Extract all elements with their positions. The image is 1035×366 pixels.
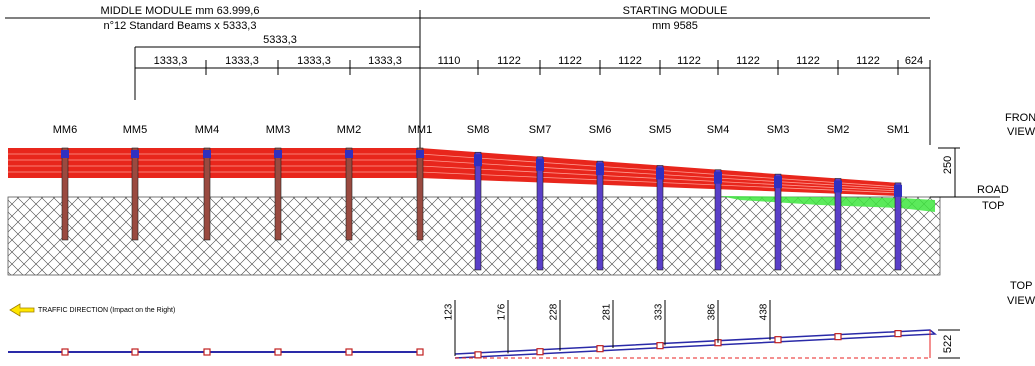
ground xyxy=(8,197,940,275)
post-bracket xyxy=(474,154,482,166)
span-label: 1122 xyxy=(497,55,521,67)
post-label: MM4 xyxy=(195,124,219,136)
post-top xyxy=(275,349,281,355)
front-view: FRONT xyxy=(1005,112,1035,124)
post-bracket xyxy=(536,159,544,171)
span-label: 624 xyxy=(905,55,923,67)
drawing: MIDDLE MODULE mm 63.999,6 n°12 Standard … xyxy=(0,0,1035,366)
span-label: 1110 xyxy=(438,55,461,67)
offset-label: 386 xyxy=(707,303,718,320)
post-label: SM2 xyxy=(827,124,850,136)
post-bracket xyxy=(656,168,664,180)
offset-label: 123 xyxy=(444,303,455,320)
post xyxy=(775,174,781,270)
post-bracket xyxy=(894,185,902,197)
offset-label: 438 xyxy=(759,303,770,320)
post xyxy=(62,148,68,240)
post-top xyxy=(775,337,781,343)
post-bracket xyxy=(774,176,782,188)
span-label: 1122 xyxy=(677,55,701,67)
post-bracket xyxy=(61,150,69,158)
span-label: 1122 xyxy=(558,55,582,67)
traffic-direction: TRAFFIC DIRECTION (Impact on the Right) xyxy=(38,307,175,314)
span-label: 1122 xyxy=(618,55,642,67)
top-view: VIEW xyxy=(1007,295,1035,307)
road-top: TOP xyxy=(982,200,1004,212)
post-top xyxy=(835,334,841,340)
post-top xyxy=(597,346,603,352)
post-label: SM3 xyxy=(767,124,790,136)
post-top xyxy=(417,349,423,355)
post-label: MM2 xyxy=(337,124,361,136)
post xyxy=(275,148,281,240)
post-top xyxy=(895,331,901,337)
post-bracket xyxy=(203,150,211,158)
post xyxy=(204,148,210,240)
post-label: SM1 xyxy=(887,124,910,136)
post-label: SM8 xyxy=(467,124,490,136)
post xyxy=(346,148,352,240)
middle-subtitle: n°12 Standard Beams x 5333,3 xyxy=(103,20,256,32)
top-view: TOP xyxy=(1010,280,1032,292)
span-label: 1333,3 xyxy=(368,55,402,67)
middle-total: 5333,3 xyxy=(263,34,297,46)
post-label: MM6 xyxy=(53,124,77,136)
post-label: SM7 xyxy=(529,124,552,136)
post xyxy=(715,170,721,270)
post-top xyxy=(62,349,68,355)
starting-subtitle: mm 9585 xyxy=(652,20,698,32)
post-label: SM6 xyxy=(589,124,612,136)
post-bracket xyxy=(714,172,722,184)
offset-label: 281 xyxy=(602,303,613,320)
post-bracket xyxy=(834,180,842,192)
post-bracket xyxy=(345,150,353,158)
post-label: MM3 xyxy=(266,124,290,136)
span-label: 1333,3 xyxy=(154,55,188,67)
road-top: ROAD xyxy=(977,184,1009,196)
post xyxy=(132,148,138,240)
span-label: 1122 xyxy=(796,55,820,67)
post xyxy=(657,166,663,271)
post-bracket xyxy=(596,163,604,175)
span-label: 1122 xyxy=(856,55,880,67)
post-top xyxy=(537,349,543,355)
offset-label: 176 xyxy=(497,303,508,320)
post-label: MM5 xyxy=(123,124,147,136)
post-label: SM4 xyxy=(707,124,730,136)
post-top xyxy=(657,343,663,349)
front-view: VIEW xyxy=(1007,126,1035,138)
offset-label: 333 xyxy=(654,303,665,320)
span-label: 1333,3 xyxy=(225,55,259,67)
post xyxy=(537,157,543,270)
post-top xyxy=(204,349,210,355)
post xyxy=(417,148,423,240)
starting-title: STARTING MODULE xyxy=(623,5,728,17)
width: 522 xyxy=(942,335,954,353)
span-label: 1333,3 xyxy=(297,55,331,67)
height: 250 xyxy=(942,156,954,174)
offset-label: 228 xyxy=(549,303,560,320)
post-bracket xyxy=(416,150,424,158)
post-label: SM5 xyxy=(649,124,672,136)
post xyxy=(475,152,481,270)
post-top xyxy=(346,349,352,355)
post-bracket xyxy=(274,150,282,158)
post-label: MM1 xyxy=(408,124,432,136)
post-top xyxy=(132,349,138,355)
middle-title: MIDDLE MODULE mm 63.999,6 xyxy=(101,5,260,17)
post-top xyxy=(475,352,481,358)
span-label: 1122 xyxy=(736,55,760,67)
post-bracket xyxy=(131,150,139,158)
post xyxy=(597,161,603,270)
